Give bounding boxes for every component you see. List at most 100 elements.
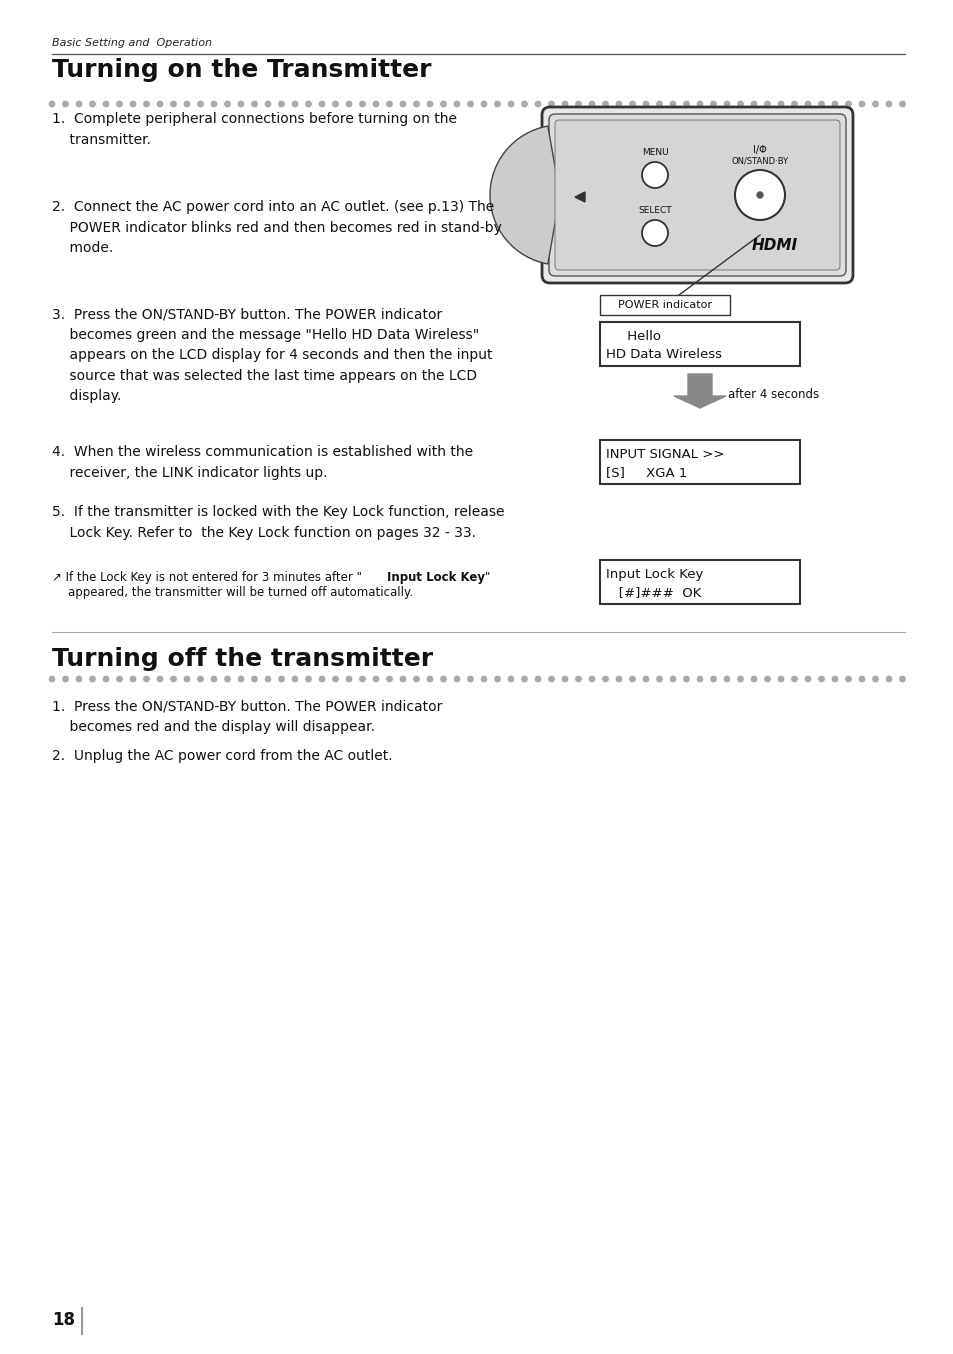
- Circle shape: [616, 102, 621, 107]
- Circle shape: [751, 102, 756, 107]
- Circle shape: [899, 676, 904, 681]
- FancyBboxPatch shape: [599, 295, 729, 315]
- Circle shape: [414, 676, 418, 681]
- Circle shape: [467, 102, 473, 107]
- Circle shape: [845, 102, 850, 107]
- Circle shape: [440, 676, 446, 681]
- Text: Hello: Hello: [605, 330, 660, 343]
- Text: after 4 seconds: after 4 seconds: [727, 387, 819, 401]
- Text: I/Φ: I/Φ: [752, 145, 766, 154]
- Circle shape: [629, 102, 635, 107]
- Circle shape: [508, 676, 513, 681]
- Wedge shape: [490, 126, 559, 264]
- Circle shape: [751, 676, 756, 681]
- Circle shape: [346, 102, 352, 107]
- Circle shape: [859, 676, 863, 681]
- Circle shape: [171, 102, 176, 107]
- Circle shape: [292, 102, 297, 107]
- Circle shape: [602, 102, 608, 107]
- Circle shape: [576, 676, 580, 681]
- Circle shape: [400, 676, 405, 681]
- Text: 5.  If the transmitter is locked with the Key Lock function, release
    Lock Ke: 5. If the transmitter is locked with the…: [52, 505, 504, 540]
- Text: HD Data Wireless: HD Data Wireless: [605, 348, 721, 362]
- Circle shape: [791, 676, 797, 681]
- Text: SELECT: SELECT: [638, 206, 671, 215]
- Circle shape: [157, 676, 163, 681]
- Circle shape: [535, 102, 540, 107]
- Text: 2.  Connect the AC power cord into an AC outlet. (see p.13) The
    POWER indica: 2. Connect the AC power cord into an AC …: [52, 200, 501, 255]
- Circle shape: [872, 676, 878, 681]
- Circle shape: [50, 102, 54, 107]
- Circle shape: [333, 102, 338, 107]
- Text: Input Lock Key: Input Lock Key: [605, 567, 702, 581]
- Circle shape: [90, 102, 95, 107]
- Circle shape: [50, 676, 54, 681]
- Text: POWER indicator: POWER indicator: [618, 301, 711, 310]
- Circle shape: [265, 102, 271, 107]
- Circle shape: [683, 102, 688, 107]
- Circle shape: [278, 102, 284, 107]
- Circle shape: [656, 102, 661, 107]
- Text: Turning off the transmitter: Turning off the transmitter: [52, 647, 433, 672]
- Circle shape: [602, 676, 608, 681]
- Circle shape: [414, 102, 418, 107]
- Circle shape: [872, 102, 878, 107]
- Circle shape: [211, 102, 216, 107]
- Text: 1.  Complete peripheral connections before turning on the
    transmitter.: 1. Complete peripheral connections befor…: [52, 112, 456, 146]
- Circle shape: [521, 676, 527, 681]
- Text: HDMI: HDMI: [751, 237, 798, 252]
- Text: INPUT SIGNAL >>: INPUT SIGNAL >>: [605, 448, 723, 460]
- Circle shape: [481, 102, 486, 107]
- Circle shape: [225, 676, 230, 681]
- Circle shape: [764, 676, 769, 681]
- Circle shape: [734, 171, 784, 219]
- Circle shape: [359, 676, 365, 681]
- Circle shape: [481, 676, 486, 681]
- Text: ON/STAND·BY: ON/STAND·BY: [731, 156, 788, 165]
- Circle shape: [831, 676, 837, 681]
- Circle shape: [778, 102, 782, 107]
- Circle shape: [710, 102, 716, 107]
- Circle shape: [642, 676, 648, 681]
- Circle shape: [144, 102, 149, 107]
- Circle shape: [495, 676, 499, 681]
- Circle shape: [225, 102, 230, 107]
- Circle shape: [400, 102, 405, 107]
- Circle shape: [656, 676, 661, 681]
- Circle shape: [818, 676, 823, 681]
- FancyBboxPatch shape: [599, 440, 800, 483]
- Circle shape: [818, 102, 823, 107]
- Circle shape: [252, 676, 257, 681]
- Circle shape: [697, 676, 702, 681]
- Polygon shape: [575, 192, 584, 202]
- Text: Turning on the Transmitter: Turning on the Transmitter: [52, 58, 431, 83]
- Text: 4.  When the wireless communication is established with the
    receiver, the LI: 4. When the wireless communication is es…: [52, 445, 473, 479]
- Circle shape: [197, 676, 203, 681]
- Circle shape: [454, 676, 459, 681]
- Circle shape: [495, 102, 499, 107]
- Circle shape: [90, 676, 95, 681]
- Circle shape: [333, 676, 338, 681]
- Circle shape: [723, 676, 729, 681]
- Circle shape: [508, 102, 513, 107]
- Circle shape: [683, 676, 688, 681]
- FancyBboxPatch shape: [541, 107, 852, 283]
- FancyBboxPatch shape: [599, 322, 800, 366]
- Circle shape: [306, 676, 311, 681]
- Circle shape: [885, 676, 891, 681]
- Circle shape: [589, 102, 594, 107]
- FancyBboxPatch shape: [555, 121, 840, 269]
- Circle shape: [103, 102, 109, 107]
- Circle shape: [76, 676, 82, 681]
- Text: [S]     XGA 1: [S] XGA 1: [605, 466, 687, 479]
- Circle shape: [804, 676, 810, 681]
- Circle shape: [116, 102, 122, 107]
- Circle shape: [116, 676, 122, 681]
- Circle shape: [184, 676, 190, 681]
- Circle shape: [764, 102, 769, 107]
- Circle shape: [131, 102, 135, 107]
- Circle shape: [757, 192, 762, 198]
- Text: ": ": [484, 571, 490, 584]
- Circle shape: [319, 102, 324, 107]
- Circle shape: [157, 102, 163, 107]
